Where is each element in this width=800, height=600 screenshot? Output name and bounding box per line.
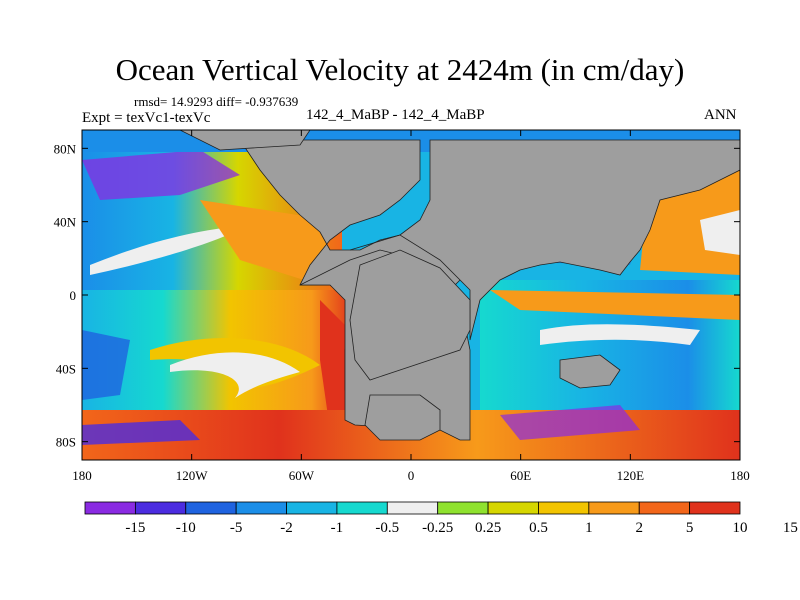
experiment-label: Expt = texVc1-texVc (82, 110, 211, 126)
x-tick-label: 180 (730, 468, 750, 483)
colorbar-label: -15 (125, 520, 145, 536)
x-tick-label: 60W (289, 468, 315, 483)
west-pacific-negative (82, 330, 130, 400)
y-tick-label: 0 (70, 288, 77, 303)
colorbar-swatch (538, 501, 590, 515)
colorbar-label: 10 (733, 520, 748, 536)
southern-ocean-negative-east (500, 405, 640, 440)
antarctic-fragment-land (559, 354, 621, 389)
colorbar-label: 1 (585, 520, 593, 536)
colorbar-label: 5 (686, 520, 694, 536)
colorbar-label: -0.5 (375, 520, 399, 536)
colorbar-swatch (386, 501, 439, 515)
colorbar-swatch (487, 501, 539, 515)
south-pacific-calm-band (170, 352, 300, 398)
equatorial-indian-positive (490, 290, 740, 320)
plot-title: Ocean Vertical Velocity at 2424m (in cm/… (115, 52, 685, 87)
colorbar-label: -5 (230, 520, 243, 536)
north-pacific-calm-band (90, 225, 250, 275)
colorbar-label: 2 (635, 520, 643, 536)
arctic-land (179, 130, 311, 151)
colorbar-swatch (185, 501, 237, 515)
colorbar-swatch (588, 501, 640, 515)
colorbar-swatch (437, 501, 489, 515)
north-pacific-positive (200, 200, 330, 285)
colorbar-swatch (235, 501, 287, 515)
map-axes: 180 120W 60W 0 60E 120E 180 80N 40N 0 40S 80S (54, 130, 750, 483)
southern-ocean-negative (82, 420, 200, 445)
southern-land (364, 394, 441, 441)
colorbar-label: -1 (331, 520, 344, 536)
x-tick-label: 0 (408, 468, 415, 483)
colorbar-swatch (84, 501, 136, 515)
north-pacific-negative (82, 150, 240, 200)
x-tick-label: 120E (617, 468, 645, 483)
gondwana-central-land (349, 249, 471, 381)
indian-calm-band (540, 324, 700, 345)
colorbar-swatch (286, 501, 338, 515)
x-tick-label: 180 (72, 468, 92, 483)
y-tick-label: 40N (54, 215, 77, 230)
eurasia-land (349, 139, 740, 341)
colorbar-label: -2 (280, 520, 293, 536)
colorbar-swatch (638, 501, 691, 515)
east-pacific-strong-positive (320, 300, 350, 430)
colorbar-swatch (134, 501, 187, 515)
x-tick-label: 120W (176, 468, 209, 483)
case-subtitle: 142_4_MaBP - 142_4_MaBP (306, 107, 485, 123)
y-tick-label: 80S (56, 435, 76, 450)
northwest-pacific-calm (700, 210, 740, 255)
colorbar-label: 0.5 (529, 520, 548, 536)
y-tick-label: 80N (54, 141, 77, 156)
land-masses (179, 130, 740, 441)
colorbar-swatch (689, 501, 741, 515)
colorbar: -15 -10 -5 -2 -1 -0.5 -0.25 0.25 0.5 1 2 5 10 15 (84, 501, 798, 536)
velocity-field (82, 130, 740, 460)
colorbar-label: 0.25 (475, 520, 501, 536)
x-tick-label: 60E (510, 468, 531, 483)
season-label: ANN (704, 107, 737, 123)
colorbar-label: -0.25 (422, 520, 453, 536)
colorbar-label: -10 (176, 520, 196, 536)
colorbar-swatch (336, 501, 388, 515)
stats-text: rmsd= 14.9293 diff= -0.937639 (134, 94, 299, 109)
y-tick-label: 40S (56, 361, 76, 376)
colorbar-label: 15 (783, 520, 798, 536)
